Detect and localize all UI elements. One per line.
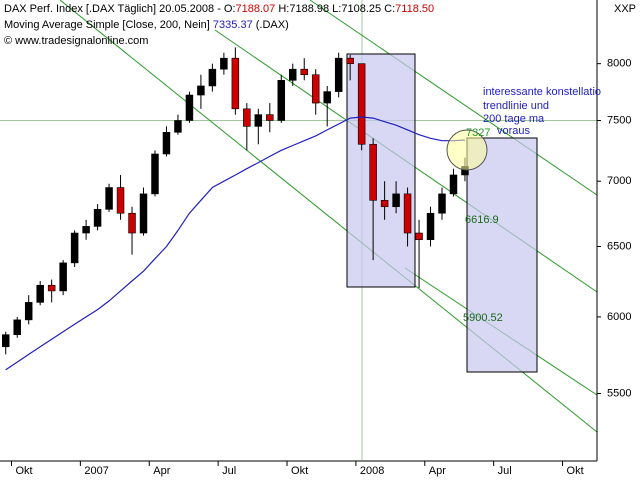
candle-body [243, 108, 251, 127]
annotation: voraus [497, 125, 531, 137]
candle-body [220, 57, 228, 70]
annotation: interessante konstellatio [483, 86, 601, 98]
header-value: 7118.50 [395, 3, 434, 15]
y-tick-label: 8000 [607, 58, 631, 70]
candle-body [1, 334, 10, 348]
candle-body [197, 85, 205, 96]
header-text: (.DAX) [253, 19, 289, 31]
candle-body [277, 80, 286, 121]
candle-body [208, 68, 217, 87]
header-text: DAX Perf. Index [.DAX Täglich] 20.05.200… [4, 3, 236, 15]
x-tick-label: Okt [291, 465, 308, 477]
candle-body [231, 57, 240, 110]
y-tick-label: 6000 [607, 311, 631, 323]
header-line: DAX Perf. Index [.DAX Täglich] 20.05.200… [4, 3, 434, 15]
candle-body [93, 209, 102, 227]
annotation: 200 tage ma [483, 113, 545, 125]
header-text: Moving Average Simple [Close, 200, Nein] [4, 19, 213, 31]
candle-body [323, 91, 331, 104]
highlight-box [466, 137, 538, 373]
plot [1, 47, 469, 371]
y-tick-label: 5500 [607, 387, 631, 399]
annotation: 7327 [466, 127, 490, 139]
y-tick-label: 7000 [607, 175, 631, 187]
candle-body [116, 187, 125, 214]
candle-body [300, 68, 308, 76]
candle-body [185, 94, 194, 121]
annotation: trendlinie und [483, 100, 549, 112]
candle-body [105, 187, 113, 210]
candle-body [36, 284, 44, 303]
header-text: H:7188.98 L:7108.25 C: [275, 3, 395, 15]
candle-body [24, 302, 33, 321]
header-value: 7335.37 [213, 19, 253, 31]
candle-body [392, 193, 400, 208]
trendline [309, 0, 598, 196]
candle-body [403, 193, 412, 234]
candle-body [82, 226, 90, 234]
header-value: 7188.07 [236, 3, 276, 15]
x-axis-band [0, 461, 640, 480]
header-line: Moving Average Simple [Close, 200, Nein]… [4, 19, 289, 31]
candle-body [380, 199, 389, 208]
candle-body [59, 262, 67, 292]
candle-body [357, 63, 366, 145]
x-tick-label: 2008 [360, 465, 384, 477]
header-line: © www.tradesignalonline.com [4, 35, 148, 47]
candle-body [70, 232, 79, 264]
x-tick-label: Apr [429, 465, 446, 477]
highlight-box [346, 53, 416, 288]
y-tick-label: 7500 [607, 114, 631, 126]
candle-body [289, 68, 297, 81]
candle-body [346, 57, 354, 64]
candle-body [254, 114, 263, 127]
candle-body [174, 120, 182, 133]
highlight-circle [446, 129, 488, 171]
candle-body [426, 212, 435, 241]
y-tick-label: 6500 [607, 240, 631, 252]
x-tick-label: Jul [498, 465, 512, 477]
annotation: 5900.52 [463, 312, 503, 324]
candle-body [128, 212, 136, 234]
candle-body [369, 143, 377, 201]
moving-average-line [5, 116, 466, 371]
candle-body [311, 74, 320, 104]
x-tick-label: Jul [222, 465, 236, 477]
candle-body [13, 319, 21, 336]
x-tick-label: Apr [153, 465, 170, 477]
corner-label: XXP [614, 3, 636, 15]
x-tick-label: Okt [15, 465, 32, 477]
candle-body [162, 132, 171, 155]
candle-body [449, 174, 458, 195]
candle-body [151, 153, 159, 195]
candle-body [47, 284, 56, 292]
candle-body [334, 57, 343, 92]
x-tick-label: 2007 [84, 465, 108, 477]
x-tick-label: Okt [567, 465, 584, 477]
candle-body [266, 114, 274, 121]
candle-body [438, 193, 446, 214]
annotation: 6616.9 [465, 214, 499, 226]
candle-body [139, 193, 148, 234]
candle-body [415, 232, 423, 241]
